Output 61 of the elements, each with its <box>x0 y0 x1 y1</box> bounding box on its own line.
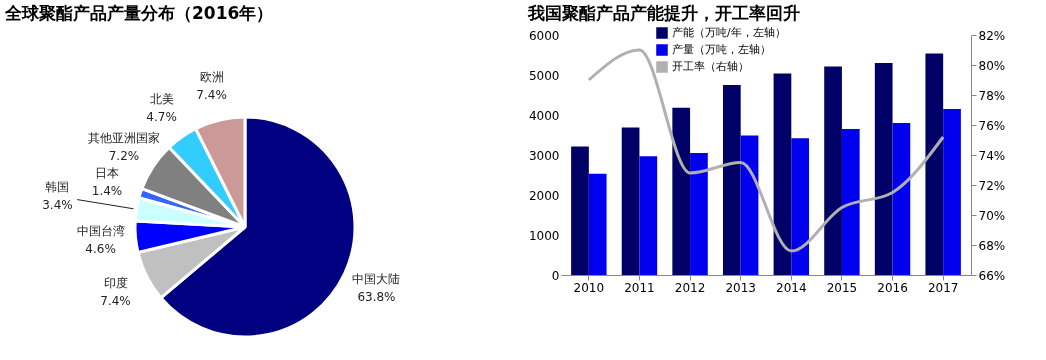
chart-title: 全球聚酯产品产量分布（2016年） <box>4 3 274 24</box>
y2-tick-label: 82% <box>978 28 1006 43</box>
data-label: 7.4% <box>196 87 227 102</box>
legend-label: 开工率（右轴） <box>672 60 749 73</box>
x-tick-label: 2016 <box>877 280 908 295</box>
data-label: 4.6% <box>85 241 116 256</box>
slice-label: 北美 <box>149 92 174 107</box>
slice-label: 印度 <box>103 276 128 291</box>
bar <box>722 85 741 275</box>
slice-label: 韩国 <box>45 180 70 195</box>
bar <box>841 129 860 275</box>
y-tick-label: 5000 <box>528 68 560 83</box>
bar <box>773 73 792 275</box>
data-label: 1.4% <box>91 184 123 199</box>
bar <box>824 66 842 275</box>
x-tick-label: 2011 <box>624 280 655 295</box>
y2-tick-label: 72% <box>978 178 1006 193</box>
y-tick-label: 0 <box>551 268 560 283</box>
bar <box>874 63 893 275</box>
bar <box>892 123 911 275</box>
slice-label: 中国大陆 <box>352 272 401 287</box>
legend-label: 产能（万吨/年，左轴） <box>672 26 786 39</box>
slice-label: 其他亚洲国家 <box>87 131 160 146</box>
data-label: 63.8% <box>357 290 396 305</box>
x-tick-label: 2014 <box>776 280 807 295</box>
data-label: 4.7% <box>146 110 177 125</box>
x-tick-label: 2012 <box>674 280 706 295</box>
y2-tick-label: 66% <box>978 268 1006 283</box>
bar <box>672 107 691 275</box>
bar <box>621 127 640 275</box>
slice-label: 欧洲 <box>199 69 224 84</box>
y-tick-label: 1000 <box>528 228 560 243</box>
x-tick-label: 2017 <box>927 280 959 295</box>
data-label: 7.2% <box>108 149 140 164</box>
legend-label: 产量（万吨，左轴） <box>672 43 771 56</box>
bar <box>639 156 658 275</box>
y-tick-label: 6000 <box>528 28 560 43</box>
y-tick-label: 3000 <box>528 148 560 163</box>
x-tick-label: 2013 <box>725 280 756 295</box>
bar <box>740 135 759 275</box>
y2-tick-label: 78% <box>978 88 1006 103</box>
x-tick-label: 2010 <box>573 280 605 295</box>
chart-title: 我国聚酯产品产能提升，开工率回升 <box>527 3 801 23</box>
y2-tick-label: 70% <box>978 208 1006 223</box>
bar <box>571 146 589 275</box>
y2-tick-label: 80% <box>978 58 1006 73</box>
data-label: 7.4% <box>100 294 131 309</box>
bar <box>588 173 607 275</box>
y-tick-label: 4000 <box>528 108 560 123</box>
x-tick-label: 2015 <box>826 280 858 295</box>
slice-label: 日本 <box>95 166 120 181</box>
data-label: 3.4% <box>42 198 73 213</box>
y2-tick-label: 74% <box>978 148 1006 163</box>
slice-label: 中国台湾 <box>76 223 125 238</box>
bar <box>690 153 708 275</box>
bar <box>943 109 961 275</box>
y2-tick-label: 76% <box>978 118 1006 133</box>
bar <box>791 138 810 275</box>
y-tick-label: 2000 <box>528 188 560 203</box>
y2-tick-label: 68% <box>978 238 1006 253</box>
bar <box>925 53 944 275</box>
